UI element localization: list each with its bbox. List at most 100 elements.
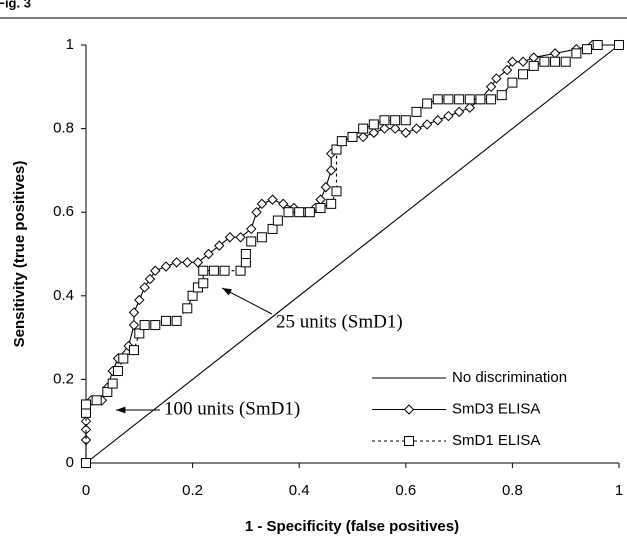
arrow-head [222,288,232,296]
diamond-marker [379,123,390,134]
diamond-marker [501,64,513,76]
x-tick-label: 0.6 [395,482,416,499]
diamond-marker [134,294,145,306]
diamond-marker [368,127,380,138]
x-tick-label: 0.2 [182,482,203,499]
square-marker [582,44,593,55]
square-marker [240,257,251,268]
square-marker [464,94,475,105]
square-marker [198,265,209,276]
square-marker [336,136,347,147]
square-marker [454,94,465,105]
square-marker [528,60,539,71]
y-tick-label: 0.4 [53,287,74,304]
diamond-marker [357,131,369,143]
square-marker [107,378,118,389]
diamond-marker [528,52,539,63]
square-marker [267,223,278,234]
square-marker [256,232,267,243]
diamond-marker [267,194,278,205]
diamond-marker [251,206,262,218]
square-marker [91,395,102,406]
diamond-marker [128,307,140,318]
diamond-marker [315,194,326,205]
diamond-marker [517,56,529,67]
square-marker [422,98,433,109]
square-marker [571,48,582,59]
square-marker [187,290,198,301]
square-marker [128,345,139,356]
square-marker [118,353,129,364]
x-tick-label: 1 [615,482,623,499]
square-marker [160,315,171,326]
diamond-marker [453,106,465,118]
square-marker [486,94,497,105]
square-marker [240,249,251,259]
diamond-marker [464,102,475,113]
x-tick-label: 0 [82,482,90,499]
y-tick-label: 0.2 [53,370,74,387]
diamond-marker [235,232,246,243]
diamond-marker [214,240,225,251]
square-marker [358,123,369,134]
annotation: 100 units (SmD1) [164,398,300,419]
legend-label: SmD3 ELISA [452,400,540,417]
diamond-marker [421,119,433,130]
square-marker [550,56,561,67]
square-marker [496,90,507,101]
diamond-marker [128,319,140,331]
diamond-marker [192,257,204,268]
annotation: 25 units (SmD1) [276,311,403,332]
square-marker [171,315,182,326]
square-marker [592,40,603,50]
square-marker [368,119,379,130]
square-marker [347,131,358,142]
square-marker [411,106,422,117]
square-marker [294,207,305,218]
square-marker [518,69,529,80]
square-marker [182,303,193,314]
arrow-head [116,406,126,414]
diamond-marker [224,232,236,243]
legend-label: No discrimination [452,369,567,386]
square-marker [219,265,230,276]
x-tick-label: 0.8 [502,482,523,499]
square-marker [331,144,342,155]
series-line [85,44,620,464]
diamond-marker [182,257,193,268]
y-tick-label: 1 [66,36,74,53]
diamond-marker [256,198,268,210]
diamond-marker [325,165,337,176]
legend-label: SmD1 ELISA [452,432,540,449]
diamond-marker [432,115,443,126]
diamond-marker [507,56,518,67]
x-tick-label: 0.4 [289,482,310,499]
x-axis-label: 1 - Specificity (false positives) [245,518,459,535]
diamond-marker [389,123,401,134]
square-marker [475,94,486,105]
diamond-marker [150,265,161,276]
y-tick-label: 0 [66,454,74,471]
square-marker [326,198,337,209]
square-marker [331,186,342,197]
square-marker [379,115,390,126]
diamond-marker [485,81,497,93]
square-marker [81,458,91,468]
diamond-marker [549,48,561,59]
diamond-marker [320,181,332,193]
square-marker [404,436,414,446]
diamond-marker [171,257,182,268]
y-tick-label: 0.8 [53,120,74,137]
square-marker [134,328,145,339]
diamond-marker [139,282,150,293]
diamond-marker [144,273,156,285]
square-marker [432,94,443,105]
diamond-marker [491,73,502,84]
y-axis-label: Sensitivity (true positives) [11,161,28,348]
square-marker [208,265,219,276]
diamond-marker [400,127,412,138]
diamond-marker [80,424,92,435]
square-marker [507,77,518,88]
square-marker [315,203,326,214]
